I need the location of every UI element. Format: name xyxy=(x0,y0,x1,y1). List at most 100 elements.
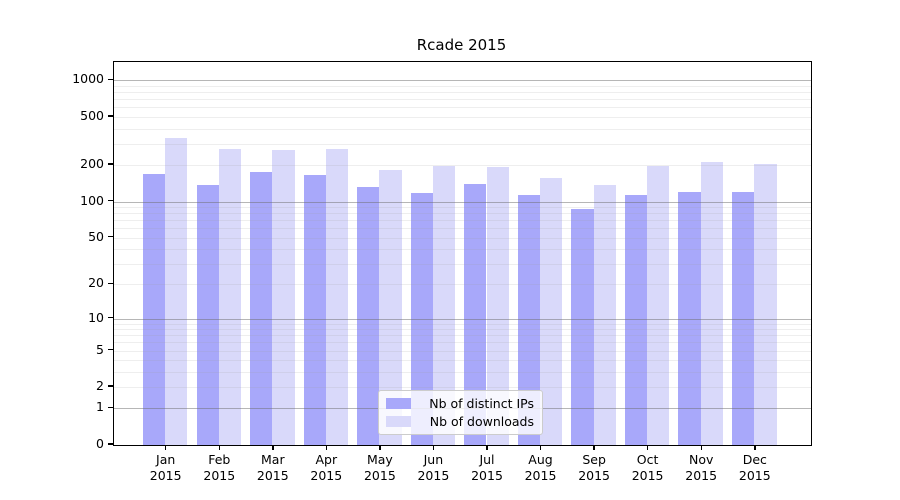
bar-distinct-ips xyxy=(250,172,273,445)
y-tick-label: 100 xyxy=(80,192,104,208)
x-tick-label: Mar 2015 xyxy=(243,452,303,483)
y-tick-label: 1000 xyxy=(72,71,104,87)
x-tick-label: Aug 2015 xyxy=(511,452,571,483)
y-tick-mark xyxy=(108,348,113,351)
x-tick-month: Jan xyxy=(156,452,176,467)
bar-downloads xyxy=(647,166,670,445)
y-tick-mark xyxy=(108,199,113,202)
x-tick-year: 2015 xyxy=(578,467,610,483)
x-tick-mark xyxy=(754,445,756,450)
x-tick-year: 2015 xyxy=(631,467,664,483)
x-tick-month: Dec xyxy=(742,452,767,467)
y-tick-label: 20 xyxy=(88,275,104,291)
y-tick-mark xyxy=(108,316,113,319)
x-tick-mark xyxy=(700,445,702,450)
bar-downloads xyxy=(272,149,295,445)
y-tick-label: 10 xyxy=(88,309,104,325)
legend: Nb of distinct IPs Nb of downloads xyxy=(378,390,543,435)
bar-distinct-ips xyxy=(464,183,487,445)
x-tick-month: Oct xyxy=(636,452,659,467)
x-tick-label: Nov 2015 xyxy=(671,452,731,483)
bar-downloads xyxy=(325,149,349,445)
bar-distinct-ips xyxy=(142,174,166,445)
bar-downloads xyxy=(754,164,777,445)
x-tick-mark xyxy=(593,445,595,450)
y-tick-label: 0 xyxy=(96,436,104,451)
y-tick-mark xyxy=(108,78,113,81)
x-tick-year: 2015 xyxy=(256,467,289,483)
bar-downloads xyxy=(700,162,723,445)
legend-label-downloads: Nb of downloads xyxy=(429,414,534,429)
x-tick-mark xyxy=(646,445,649,450)
y-tick-mark xyxy=(108,385,113,387)
x-tick-mark xyxy=(539,445,542,450)
bar-downloads xyxy=(432,165,456,445)
x-tick-month: May xyxy=(366,452,393,467)
bar-downloads xyxy=(593,185,616,445)
bar-downloads xyxy=(218,149,242,445)
y-tick-label: 1 xyxy=(96,399,104,415)
x-tick-year: 2015 xyxy=(471,467,503,483)
legend-swatch-distinct-ips-icon xyxy=(386,398,411,409)
bar-downloads xyxy=(165,138,188,445)
x-tick-year: 2015 xyxy=(685,467,718,483)
y-tick-label: 50 xyxy=(88,228,104,244)
plot-area xyxy=(113,61,812,446)
bar-downloads xyxy=(540,177,563,445)
x-tick-label: Jan 2015 xyxy=(136,452,196,483)
chart-title: Rcade 2015 xyxy=(416,36,507,54)
x-tick-year: 2015 xyxy=(310,467,343,483)
bar-distinct-ips xyxy=(517,194,540,445)
x-tick-month: Nov xyxy=(688,452,714,467)
legend-entry-distinct-ips: Nb of distinct IPs xyxy=(386,396,534,411)
y-tick-label: 500 xyxy=(80,108,104,123)
x-tick-month: Mar xyxy=(261,452,285,467)
x-tick-mark xyxy=(325,445,328,450)
x-tick-label: Dec 2015 xyxy=(725,452,785,483)
y-tick-mark xyxy=(108,443,113,445)
x-tick-label: Apr 2015 xyxy=(296,452,356,483)
x-tick-month: Jun xyxy=(423,452,444,467)
x-tick-year: 2015 xyxy=(203,467,236,483)
y-tick-label: 2 xyxy=(96,378,104,393)
legend-swatch-downloads-icon xyxy=(386,416,411,427)
x-tick-year: 2015 xyxy=(738,467,771,483)
bar-distinct-ips xyxy=(732,191,755,445)
y-tick-mark xyxy=(108,235,113,238)
x-tick-label: Feb 2015 xyxy=(189,452,249,483)
y-tick-mark xyxy=(108,406,113,409)
bar-distinct-ips xyxy=(303,175,326,445)
x-tick-mark xyxy=(164,445,167,450)
x-tick-label: Jun 2015 xyxy=(403,452,463,483)
x-tick-month: Feb xyxy=(208,452,231,467)
x-tick-mark xyxy=(486,445,488,450)
x-tick-year: 2015 xyxy=(524,467,557,483)
x-tick-year: 2015 xyxy=(149,467,182,483)
bar-downloads xyxy=(379,170,402,445)
bar-distinct-ips xyxy=(678,192,701,445)
y-tick-label: 200 xyxy=(80,156,104,172)
bar-distinct-ips xyxy=(571,209,594,445)
x-tick-month: Sep xyxy=(582,452,606,467)
x-tick-month: Jul xyxy=(479,452,495,467)
x-tick-month: Apr xyxy=(315,452,338,467)
bars-layer xyxy=(114,62,811,445)
x-tick-year: 2015 xyxy=(363,467,396,483)
x-tick-label: Jul 2015 xyxy=(457,452,517,483)
bar-distinct-ips xyxy=(196,184,219,445)
y-tick-label: 5 xyxy=(96,341,104,357)
x-tick-label: Sep 2015 xyxy=(564,452,624,483)
legend-label-distinct-ips: Nb of distinct IPs xyxy=(429,396,534,411)
x-tick-label: Oct 2015 xyxy=(618,452,678,483)
bar-downloads xyxy=(486,167,509,445)
y-tick-mark xyxy=(108,115,113,117)
bar-distinct-ips xyxy=(357,187,380,445)
x-tick-mark xyxy=(272,445,274,450)
y-tick-mark xyxy=(108,163,113,165)
y-tick-mark xyxy=(108,282,113,285)
bar-distinct-ips xyxy=(624,194,648,445)
x-tick-mark xyxy=(379,445,381,450)
x-tick-mark xyxy=(432,445,435,450)
plot-canvas xyxy=(114,62,811,445)
